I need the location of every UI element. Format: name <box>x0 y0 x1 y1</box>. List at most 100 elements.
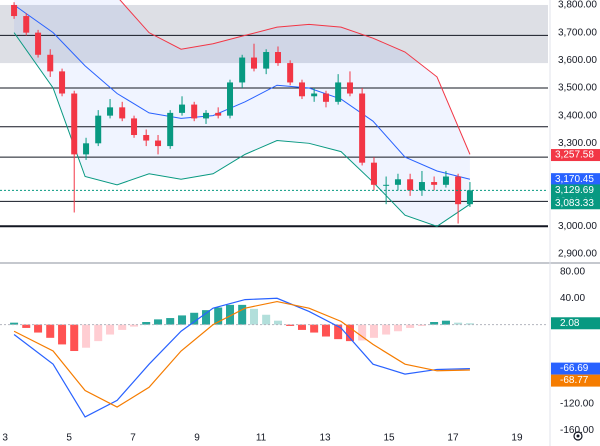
candle-body <box>442 176 449 185</box>
histogram-bar <box>465 323 474 325</box>
band-line <box>13 32 471 227</box>
x-tick-label: 15 <box>383 433 395 444</box>
y-tick-label: 3,700.00 <box>558 27 597 38</box>
price-label: 3,129.69 <box>555 185 594 196</box>
macd-label: -66.69 <box>560 363 589 374</box>
macd-label: 2.08 <box>560 318 580 329</box>
candle-body <box>215 112 222 116</box>
macd-label-bg <box>551 317 600 330</box>
macd-label-bg <box>551 374 600 387</box>
candle-body <box>239 57 246 83</box>
macd-label-bg <box>551 362 600 375</box>
y-tick-label: 3,500.00 <box>558 83 597 94</box>
histogram-bar <box>273 320 282 325</box>
candle-body <box>298 82 305 97</box>
candle-body <box>107 107 114 116</box>
candle-body <box>95 115 102 144</box>
histogram-bar <box>106 324 115 335</box>
histogram-bar <box>262 314 271 325</box>
x-tick-label: 13 <box>319 433 331 444</box>
histogram-bar <box>297 324 306 330</box>
candle-body <box>59 71 66 94</box>
candle-body <box>167 112 174 147</box>
price-label-bg <box>551 149 600 162</box>
histogram-bar <box>34 324 43 333</box>
candle-body <box>155 140 162 147</box>
histogram-bar <box>10 322 19 325</box>
histogram-bar <box>46 324 55 338</box>
x-tick-label: 3 <box>2 433 8 444</box>
histogram-bar <box>130 324 139 327</box>
settings-icon[interactable] <box>573 431 583 441</box>
candle-body <box>23 16 30 33</box>
band-line <box>119 0 471 155</box>
histogram-bar <box>142 322 151 325</box>
price-label-bg <box>551 173 600 186</box>
candle-body <box>383 184 390 186</box>
histogram-bar <box>310 324 319 333</box>
macd-line <box>13 297 470 418</box>
candle-body <box>179 104 186 113</box>
macd-line <box>13 300 470 408</box>
x-tick-label: 11 <box>256 433 267 444</box>
candle-body <box>251 57 258 69</box>
candle-body <box>191 104 198 119</box>
histogram-bar <box>441 320 450 325</box>
histogram-bar <box>250 308 259 325</box>
candle-body <box>263 52 270 69</box>
y-tick-label: 3,000.00 <box>558 221 597 232</box>
x-tick-label: 5 <box>66 433 72 444</box>
candle-body <box>370 162 377 185</box>
price-label: 3,170.45 <box>555 174 594 185</box>
histogram-bar <box>321 324 330 337</box>
candle-body <box>359 93 366 163</box>
histogram-bar <box>226 304 235 325</box>
macd-pane <box>0 297 548 418</box>
x-tick-label: 19 <box>511 433 523 444</box>
band-line <box>13 4 471 180</box>
candle-body <box>203 112 210 119</box>
price-label: 3,083.33 <box>555 198 594 209</box>
candle-body <box>35 32 42 55</box>
y-tick-label: 3,600.00 <box>558 55 597 66</box>
histogram-bar <box>70 324 79 352</box>
histogram-bar <box>417 324 426 326</box>
histogram-bar <box>118 324 127 330</box>
histogram-bar <box>214 307 223 325</box>
histogram-bar <box>382 324 391 335</box>
histogram-bar <box>406 324 415 328</box>
y-tick-label: 3,400.00 <box>558 110 597 121</box>
candle-body <box>143 135 150 141</box>
candle-body <box>394 179 401 185</box>
histogram-bar <box>286 324 295 326</box>
histogram-bar <box>430 322 439 325</box>
histogram-bar <box>82 324 91 348</box>
candle-body <box>455 176 462 205</box>
y-tick-label: 3,800.00 <box>558 0 597 11</box>
price-label-bg <box>551 197 600 210</box>
y-tick-label: 3,300.00 <box>558 138 597 149</box>
candle-body <box>287 63 294 83</box>
histogram-bar <box>393 324 402 332</box>
candle-body <box>227 82 234 116</box>
candle-body <box>407 179 414 191</box>
histogram-bar <box>345 324 354 342</box>
macd-label: -68.77 <box>560 375 589 386</box>
candle-body <box>418 182 425 191</box>
price-pane <box>0 0 548 228</box>
candle-body <box>11 4 18 17</box>
histogram-bar <box>454 322 463 325</box>
histogram-bar <box>94 324 103 342</box>
histogram-bar <box>358 324 367 341</box>
histogram-bar <box>334 324 343 340</box>
y-tick-label: -120.00 <box>560 398 594 409</box>
candle-body <box>47 54 54 72</box>
histogram-bar <box>58 324 67 345</box>
candle-body <box>119 107 126 119</box>
y-tick-label: -160.00 <box>560 425 594 436</box>
histogram-bar <box>154 319 163 325</box>
x-tick-label: 17 <box>447 433 459 444</box>
candle-body <box>311 93 318 97</box>
